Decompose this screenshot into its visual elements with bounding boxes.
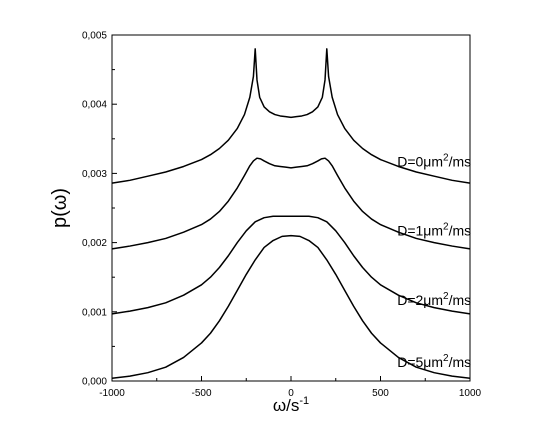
x-tick-label: 0: [288, 388, 294, 399]
y-tick-label: 0,000: [82, 377, 107, 388]
plot-frame: [111, 34, 471, 382]
curves: [111, 48, 471, 379]
series-label-3: D=2μm2/ms: [397, 291, 471, 308]
y-tick-label: 0,003: [82, 169, 107, 180]
series-label-2: D=1μm2/ms: [397, 222, 471, 239]
series-label-1: D=0μm2/ms: [397, 152, 471, 169]
series-line-4: [111, 234, 471, 379]
y-axis-title: p(ω): [49, 188, 71, 228]
y-tick-label: 0,001: [82, 307, 107, 318]
series-line-1: [111, 48, 471, 184]
series-line-3: [111, 215, 471, 315]
x-tick-label: 1000: [459, 388, 482, 399]
curve-labels: D=0μm2/ms D=1μm2/ms D=2μm2/ms D=5μm2/ms: [397, 152, 471, 370]
x-axis-title: ω/s-1: [273, 395, 309, 415]
y-tick-label: 0,005: [82, 31, 107, 42]
y-axis: 0,000 0,001 0,002 0,003 0,004 0,005: [82, 31, 117, 388]
x-axis: -1000 -500 0 500 1000: [99, 376, 482, 399]
series-label-4: D=5μm2/ms: [397, 353, 471, 370]
x-tick-label: 500: [372, 388, 389, 399]
y-tick-label: 0,004: [82, 100, 107, 111]
series-line-2: [111, 157, 471, 250]
x-tick-label: -500: [191, 388, 211, 399]
y-tick-label: 0,002: [82, 238, 107, 249]
x-tick-label: -1000: [99, 388, 125, 399]
